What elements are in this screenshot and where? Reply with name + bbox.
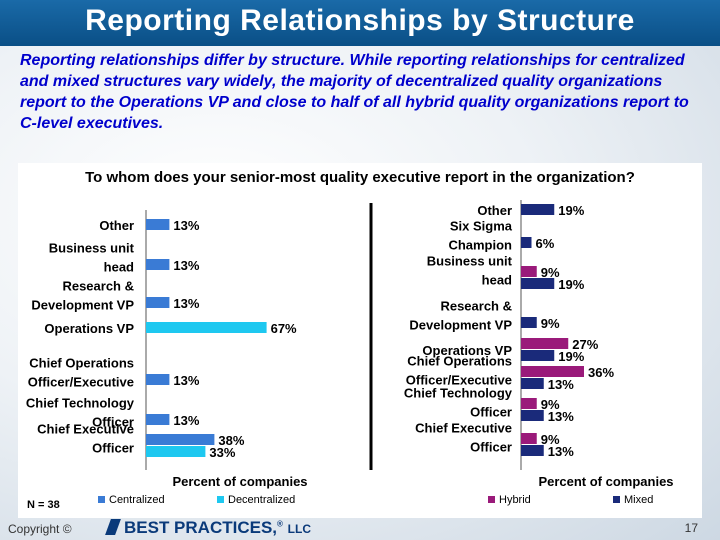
- category-label: Chief Technology Officer: [26, 396, 135, 430]
- data-label: 13%: [173, 258, 199, 273]
- slide-title: Reporting Relationships by Structure: [85, 4, 635, 37]
- title-bar: [0, 0, 720, 46]
- data-label: 19%: [558, 349, 584, 364]
- x-axis-title: Percent of companies: [538, 474, 673, 489]
- data-label: 38%: [218, 433, 244, 448]
- category-label: Chief Executive Officer: [37, 422, 134, 456]
- legend-swatch: [488, 496, 495, 503]
- category-label: Research & Development VP: [31, 279, 134, 313]
- legend-swatch: [613, 496, 620, 503]
- category-label: Operations VP: [44, 321, 134, 336]
- bar: [146, 219, 170, 230]
- data-label: 13%: [173, 413, 199, 428]
- legend-swatch: [217, 496, 224, 503]
- sample-size-label: N = 38: [27, 499, 60, 511]
- legend-label: Mixed: [624, 494, 653, 506]
- legend-label: Centralized: [109, 494, 165, 506]
- bar: [521, 433, 537, 444]
- data-label: 13%: [173, 296, 199, 311]
- category-label: Six Sigma Champion: [448, 219, 512, 253]
- bar: [521, 445, 544, 456]
- data-label: 13%: [548, 377, 574, 392]
- category-label: Business unit head: [427, 254, 513, 288]
- category-label: Chief Executive Officer: [415, 421, 512, 455]
- page-number: 17: [684, 521, 698, 535]
- bar: [521, 378, 544, 389]
- chart-question: To whom does your senior-most quality ex…: [85, 169, 635, 186]
- data-label: 13%: [548, 409, 574, 424]
- data-label: 33%: [209, 445, 235, 460]
- data-label: 19%: [558, 203, 584, 218]
- category-label: Research & Development VP: [409, 299, 512, 333]
- bar: [521, 366, 584, 377]
- x-axis-title: Percent of companies: [172, 474, 307, 489]
- copyright-text: Copyright ©: [8, 522, 72, 536]
- data-label: 19%: [558, 277, 584, 292]
- bar: [521, 266, 537, 277]
- data-label: 9%: [541, 265, 560, 280]
- data-label: 13%: [548, 444, 574, 459]
- category-label: Chief Technology Officer: [404, 386, 513, 420]
- category-label: Other: [477, 203, 512, 218]
- bar: [521, 237, 532, 248]
- company-logo: BEST PRACTICES,® LLC: [105, 518, 311, 538]
- bar: [521, 350, 555, 361]
- category-label: Chief Operations Officer/Executive: [406, 354, 512, 388]
- category-label: Operations VP: [422, 343, 512, 358]
- category-label: Other: [99, 218, 134, 233]
- legend-label: Decentralized: [228, 494, 295, 506]
- bar: [521, 204, 555, 215]
- bar: [146, 322, 267, 333]
- legend-label: Hybrid: [499, 494, 531, 506]
- bar: [521, 338, 569, 349]
- data-label: 67%: [271, 321, 297, 336]
- bar: [146, 297, 170, 308]
- bar: [521, 410, 544, 421]
- bar: [146, 414, 170, 425]
- data-label: 9%: [541, 316, 560, 331]
- data-label: 13%: [173, 218, 199, 233]
- category-label: Chief Operations Officer/Executive: [28, 356, 134, 390]
- bar: [521, 278, 555, 289]
- bar: [521, 398, 537, 409]
- bar: [521, 317, 537, 328]
- bar: [146, 434, 215, 445]
- data-label: 6%: [536, 236, 555, 251]
- intro-text: Reporting relationships differ by struct…: [20, 52, 689, 132]
- chart-panel: To whom does your senior-most quality ex…: [18, 163, 702, 518]
- data-label: 9%: [541, 397, 560, 412]
- category-label: Business unit head: [49, 241, 135, 275]
- data-label: 13%: [173, 373, 199, 388]
- bar: [146, 374, 170, 385]
- data-label: 36%: [588, 365, 614, 380]
- bar: [146, 446, 206, 457]
- bar: [146, 259, 170, 270]
- data-label: 27%: [572, 337, 598, 352]
- data-label: 9%: [541, 432, 560, 447]
- legend-swatch: [98, 496, 105, 503]
